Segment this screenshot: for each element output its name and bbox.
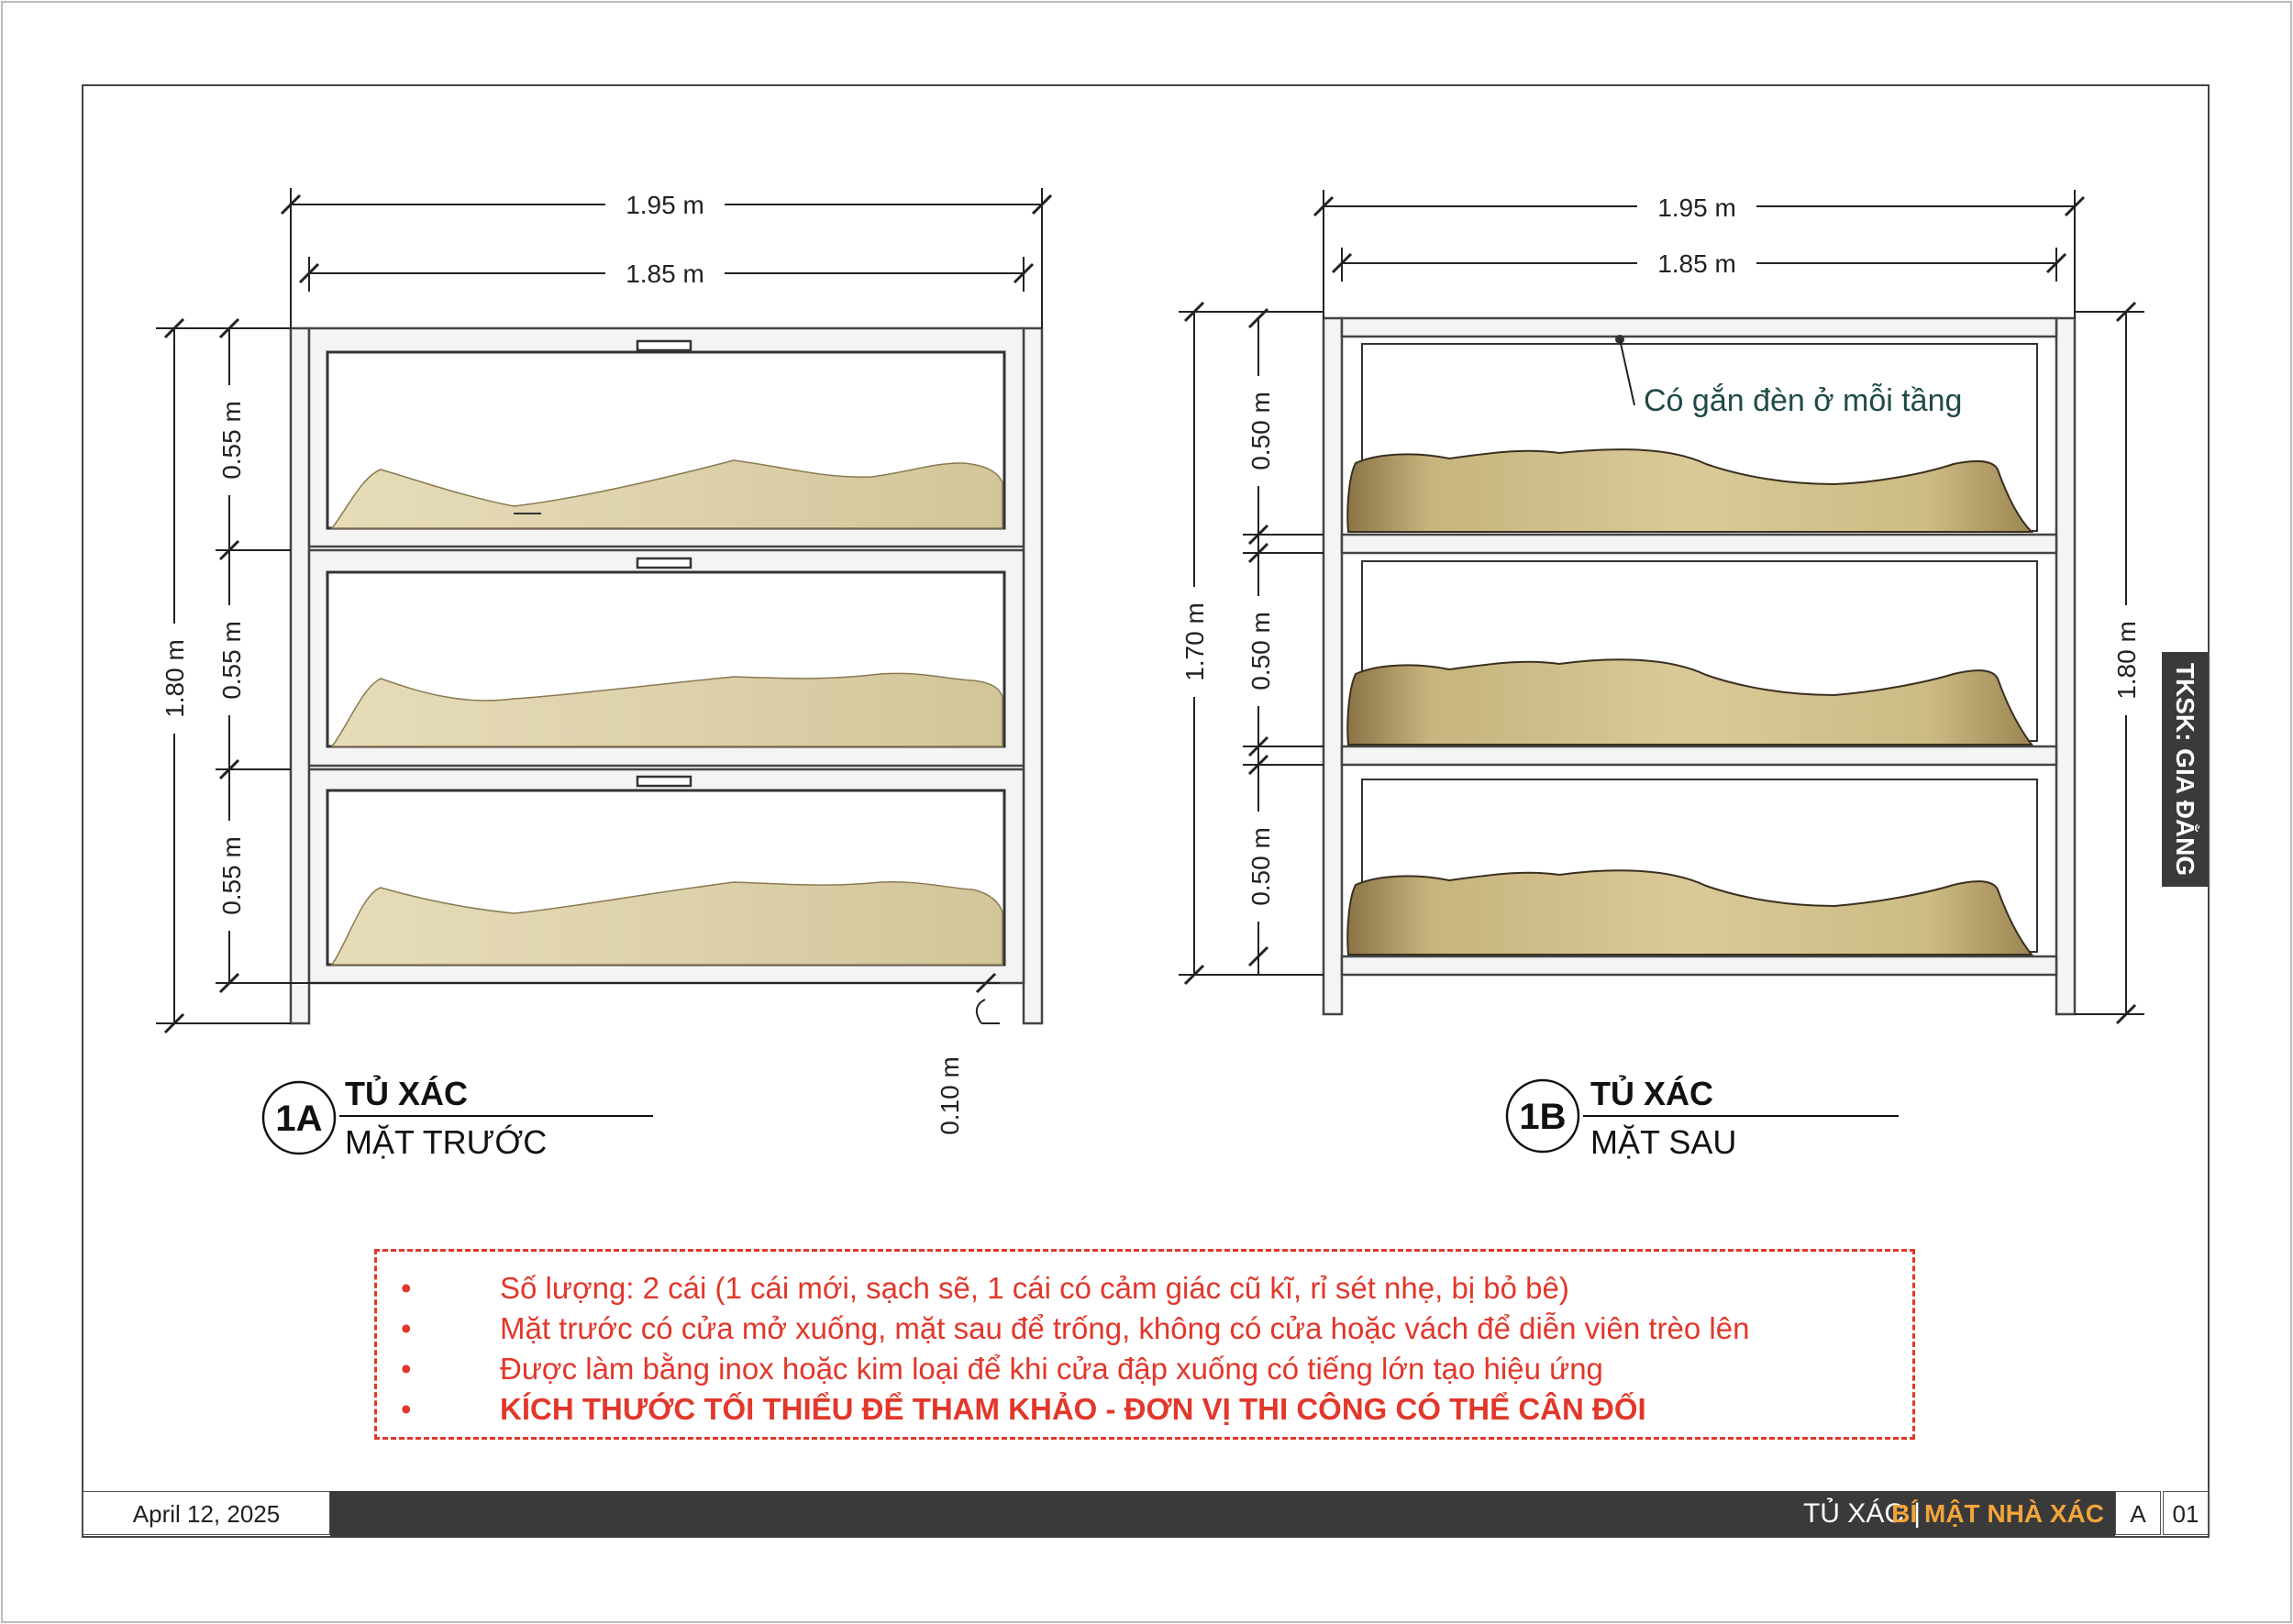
body-figure-1 (330, 459, 1003, 529)
dim-1a-leg-height: 0.10 m (936, 1056, 964, 1135)
view-label-1b: 1B TỦ XÁC MẶT SAU (1505, 1074, 1899, 1161)
post-right (1022, 326, 1044, 1025)
note-text: KÍCH THƯỚC TỐI THIỂU ĐỂ THAM KHẢO - ĐƠN … (500, 1392, 1646, 1426)
body-figure-2 (330, 672, 1003, 747)
sheet-title: TỦ XÁC (1802, 1498, 1904, 1529)
dim-1b-tier-2: 0.50 m (1246, 612, 1275, 690)
post-left (289, 326, 311, 1025)
designer-side-tab: TKSK: GIA ĐẰNG (2162, 652, 2208, 887)
note-item: • Số lượng: 2 cái (1 cái mới, sạch sẽ, 1… (377, 1268, 1918, 1309)
body-figure-3 (330, 880, 1003, 966)
dim-1b-inner-height: 1.70 m (1180, 602, 1209, 681)
sheet-number: 01 (2163, 1491, 2209, 1535)
top-rail-b (1340, 316, 2058, 338)
title-block: April 12, 2025 TỦ XÁC | BÍ MẬT NHÀ XÁC A… (83, 1491, 2209, 1537)
dimensions-1a (154, 188, 1053, 1034)
badge-1a: 1A (275, 1099, 322, 1139)
designer-label: TKSK: GIA ĐẰNG (2171, 662, 2199, 877)
dimensions-1b (1174, 190, 2146, 1025)
post-right-b (2055, 316, 2077, 1016)
dim-1a-overall-width: 1.95 m (626, 191, 704, 219)
bullet: • (401, 1271, 412, 1305)
project-name: BÍ MẬT NHÀ XÁC (1891, 1499, 2104, 1528)
badge-1b: 1B (1519, 1097, 1566, 1137)
note-text: Được làm bằng inox hoặc kim loại để khi … (500, 1352, 1603, 1386)
dim-1b-inner-width: 1.85 m (1657, 249, 1736, 278)
sheet-letter: A (2115, 1491, 2161, 1535)
title-1a: TỦ XÁC (345, 1074, 468, 1112)
body-figure-b3 (1346, 869, 2034, 956)
handle-1 (636, 339, 692, 352)
lamp-leader (1619, 338, 1635, 406)
cabinet-rear-elevation (1322, 316, 2077, 1016)
dim-1a-overall-height: 1.80 m (161, 639, 189, 718)
subtitle-1a: MẶT TRƯỚC (345, 1123, 547, 1161)
title-separator: | (1913, 1498, 1921, 1529)
badge-circle-1b (1505, 1078, 1580, 1154)
date-field: April 12, 2025 (83, 1491, 330, 1535)
dim-1a-tier-2: 0.55 m (217, 621, 246, 700)
note-item: • Mặt trước có cửa mở xuống, mặt sau để … (377, 1309, 1918, 1349)
cabinet-front-elevation (289, 326, 1044, 1025)
post-left-b (1322, 316, 1344, 1016)
bullet: • (401, 1352, 412, 1386)
view-label-1a: 1A TỦ XÁC MẶT TRƯỚC (261, 1074, 653, 1161)
lamp-note: Có gắn đèn ở mỗi tầng (1644, 383, 1962, 418)
body-figure-b1 (1346, 448, 2034, 533)
title-1b: TỦ XÁC (1590, 1074, 1713, 1112)
badge-circle-1a (261, 1080, 337, 1155)
dim-1a-tier-3: 0.55 m (217, 836, 246, 915)
dim-1a-inner-width: 1.85 m (626, 260, 704, 288)
handle-3 (636, 775, 692, 788)
dim-1b-tier-1: 0.50 m (1246, 392, 1275, 470)
dim-1b-overall-height: 1.80 m (2112, 621, 2141, 700)
note-text: Số lượng: 2 cái (1 cái mới, sạch sẽ, 1 c… (500, 1271, 1569, 1305)
subtitle-1b: MẶT SAU (1590, 1123, 1736, 1161)
note-item: • Được làm bằng inox hoặc kim loại để kh… (377, 1349, 1918, 1389)
dim-1b-tier-3: 0.50 m (1246, 827, 1275, 906)
dim-1a-tier-1: 0.55 m (217, 401, 246, 480)
bullet: • (401, 1392, 412, 1426)
note-item-emphasis: • KÍCH THƯỚC TỐI THIỂU ĐỂ THAM KHẢO - ĐƠ… (377, 1389, 1918, 1430)
handle-2 (636, 557, 692, 569)
shelf-3-b (1340, 955, 2058, 977)
bullet: • (401, 1311, 412, 1345)
notes-box: • Số lượng: 2 cái (1 cái mới, sạch sẽ, 1… (374, 1249, 1915, 1440)
note-text: Mặt trước có cửa mở xuống, mặt sau để tr… (500, 1311, 1750, 1345)
shelf-1-b (1340, 533, 2058, 555)
drawing-border (82, 84, 2210, 1538)
shelf-2-b (1340, 745, 2058, 767)
title-bar: TỦ XÁC | BÍ MẬT NHÀ XÁC (330, 1491, 2115, 1537)
dim-1b-overall-width: 1.95 m (1657, 193, 1736, 222)
body-figure-b2 (1346, 658, 2033, 746)
